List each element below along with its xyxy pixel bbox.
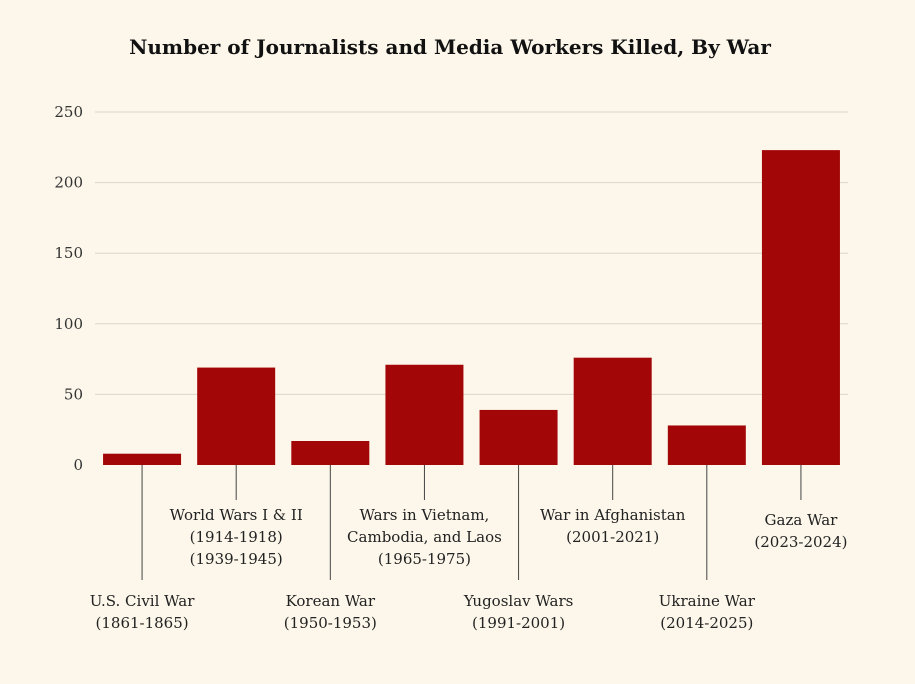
bar — [385, 364, 464, 465]
category-label-line: War in Afghanistan — [540, 506, 686, 524]
category-label: Ukraine War (2014-2025) — [659, 592, 756, 632]
category-label: World Wars I & II (1914-1918) (1939-1945) — [170, 506, 303, 568]
category-label-line: Cambodia, and Laos — [347, 528, 502, 546]
category-label-line: (1939-1945) — [190, 550, 283, 568]
bars — [103, 150, 840, 465]
category-label-line: (2014-2025) — [660, 614, 753, 632]
category-label-line: (1861-1865) — [96, 614, 189, 632]
y-tick-label: 50 — [64, 385, 83, 403]
category-label-line: World Wars I & II — [170, 506, 303, 524]
category-label-line: (1914-1918) — [190, 528, 283, 546]
y-tick-label: 0 — [73, 456, 83, 474]
chart-title: Number of Journalists and Media Workers … — [129, 35, 771, 59]
gridlines — [95, 111, 848, 395]
bar — [573, 357, 652, 465]
bar — [761, 150, 840, 465]
category-label: Korean War (1950-1953) — [284, 592, 377, 632]
bar — [479, 409, 558, 465]
bar — [291, 440, 370, 465]
bar — [103, 453, 182, 465]
y-tick-label: 100 — [54, 315, 83, 333]
category-label: Wars in Vietnam, Cambodia, and Laos (1965-… — [347, 506, 502, 568]
category-label-line: Wars in Vietnam, — [360, 506, 490, 524]
category-label-line: (1965-1975) — [378, 550, 471, 568]
y-tick-label: 250 — [54, 103, 83, 121]
bar — [667, 425, 746, 465]
category-label-line: Korean War — [286, 592, 376, 610]
bar — [197, 367, 276, 465]
category-label-line: (1991-2001) — [472, 614, 565, 632]
category-label-line: Ukraine War — [659, 592, 756, 610]
category-label-line: (2023-2024) — [754, 533, 847, 551]
category-label: Gaza War (2023-2024) — [754, 511, 847, 551]
category-label: Yugoslav Wars (1991-2001) — [463, 592, 574, 632]
category-label-line: U.S. Civil War — [90, 592, 195, 610]
category-labels: U.S. Civil War (1861-1865) World Wars I & … — [90, 506, 848, 632]
y-tick-label: 200 — [54, 174, 83, 192]
category-label-line: (1950-1953) — [284, 614, 377, 632]
y-axis-ticks: 0 50 100 150 200 250 — [54, 103, 83, 474]
category-label-line: Yugoslav Wars — [463, 592, 574, 610]
label-leader-lines — [141, 465, 802, 580]
category-label-line: Gaza War — [765, 511, 839, 529]
category-label-line: (2001-2021) — [566, 528, 659, 546]
category-label: U.S. Civil War (1861-1865) — [90, 592, 195, 632]
category-label: War in Afghanistan (2001-2021) — [540, 506, 686, 546]
y-tick-label: 150 — [54, 244, 83, 262]
